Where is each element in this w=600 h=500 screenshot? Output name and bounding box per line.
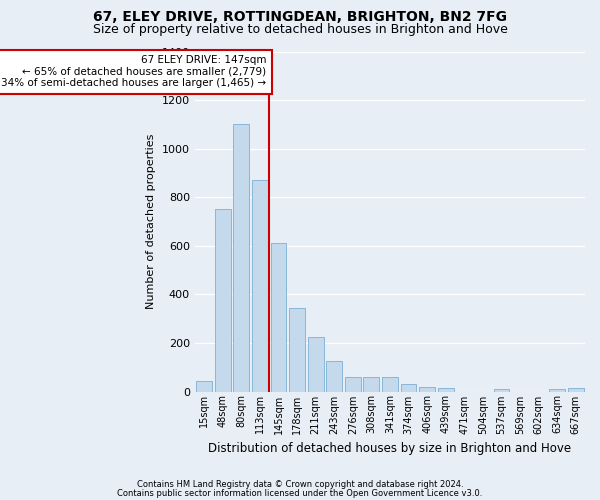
Bar	[345, 377, 361, 392]
Bar	[494, 389, 509, 392]
Bar	[233, 124, 249, 392]
Bar	[196, 380, 212, 392]
Text: Size of property relative to detached houses in Brighton and Hove: Size of property relative to detached ho…	[92, 22, 508, 36]
Bar	[271, 244, 286, 392]
Bar	[382, 377, 398, 392]
X-axis label: Distribution of detached houses by size in Brighton and Hove: Distribution of detached houses by size …	[208, 442, 571, 455]
Bar	[364, 377, 379, 392]
Text: Contains public sector information licensed under the Open Government Licence v3: Contains public sector information licen…	[118, 488, 482, 498]
Bar	[568, 388, 584, 392]
Text: 67 ELEY DRIVE: 147sqm
← 65% of detached houses are smaller (2,779)
34% of semi-d: 67 ELEY DRIVE: 147sqm ← 65% of detached …	[1, 55, 266, 88]
Bar	[252, 180, 268, 392]
Bar	[549, 389, 565, 392]
Bar	[308, 337, 323, 392]
Bar	[438, 388, 454, 392]
Text: Contains HM Land Registry data © Crown copyright and database right 2024.: Contains HM Land Registry data © Crown c…	[137, 480, 463, 489]
Bar	[401, 384, 416, 392]
Bar	[419, 386, 435, 392]
Text: 67, ELEY DRIVE, ROTTINGDEAN, BRIGHTON, BN2 7FG: 67, ELEY DRIVE, ROTTINGDEAN, BRIGHTON, B…	[93, 10, 507, 24]
Y-axis label: Number of detached properties: Number of detached properties	[146, 134, 157, 309]
Bar	[326, 361, 342, 392]
Bar	[289, 308, 305, 392]
Bar	[215, 210, 230, 392]
